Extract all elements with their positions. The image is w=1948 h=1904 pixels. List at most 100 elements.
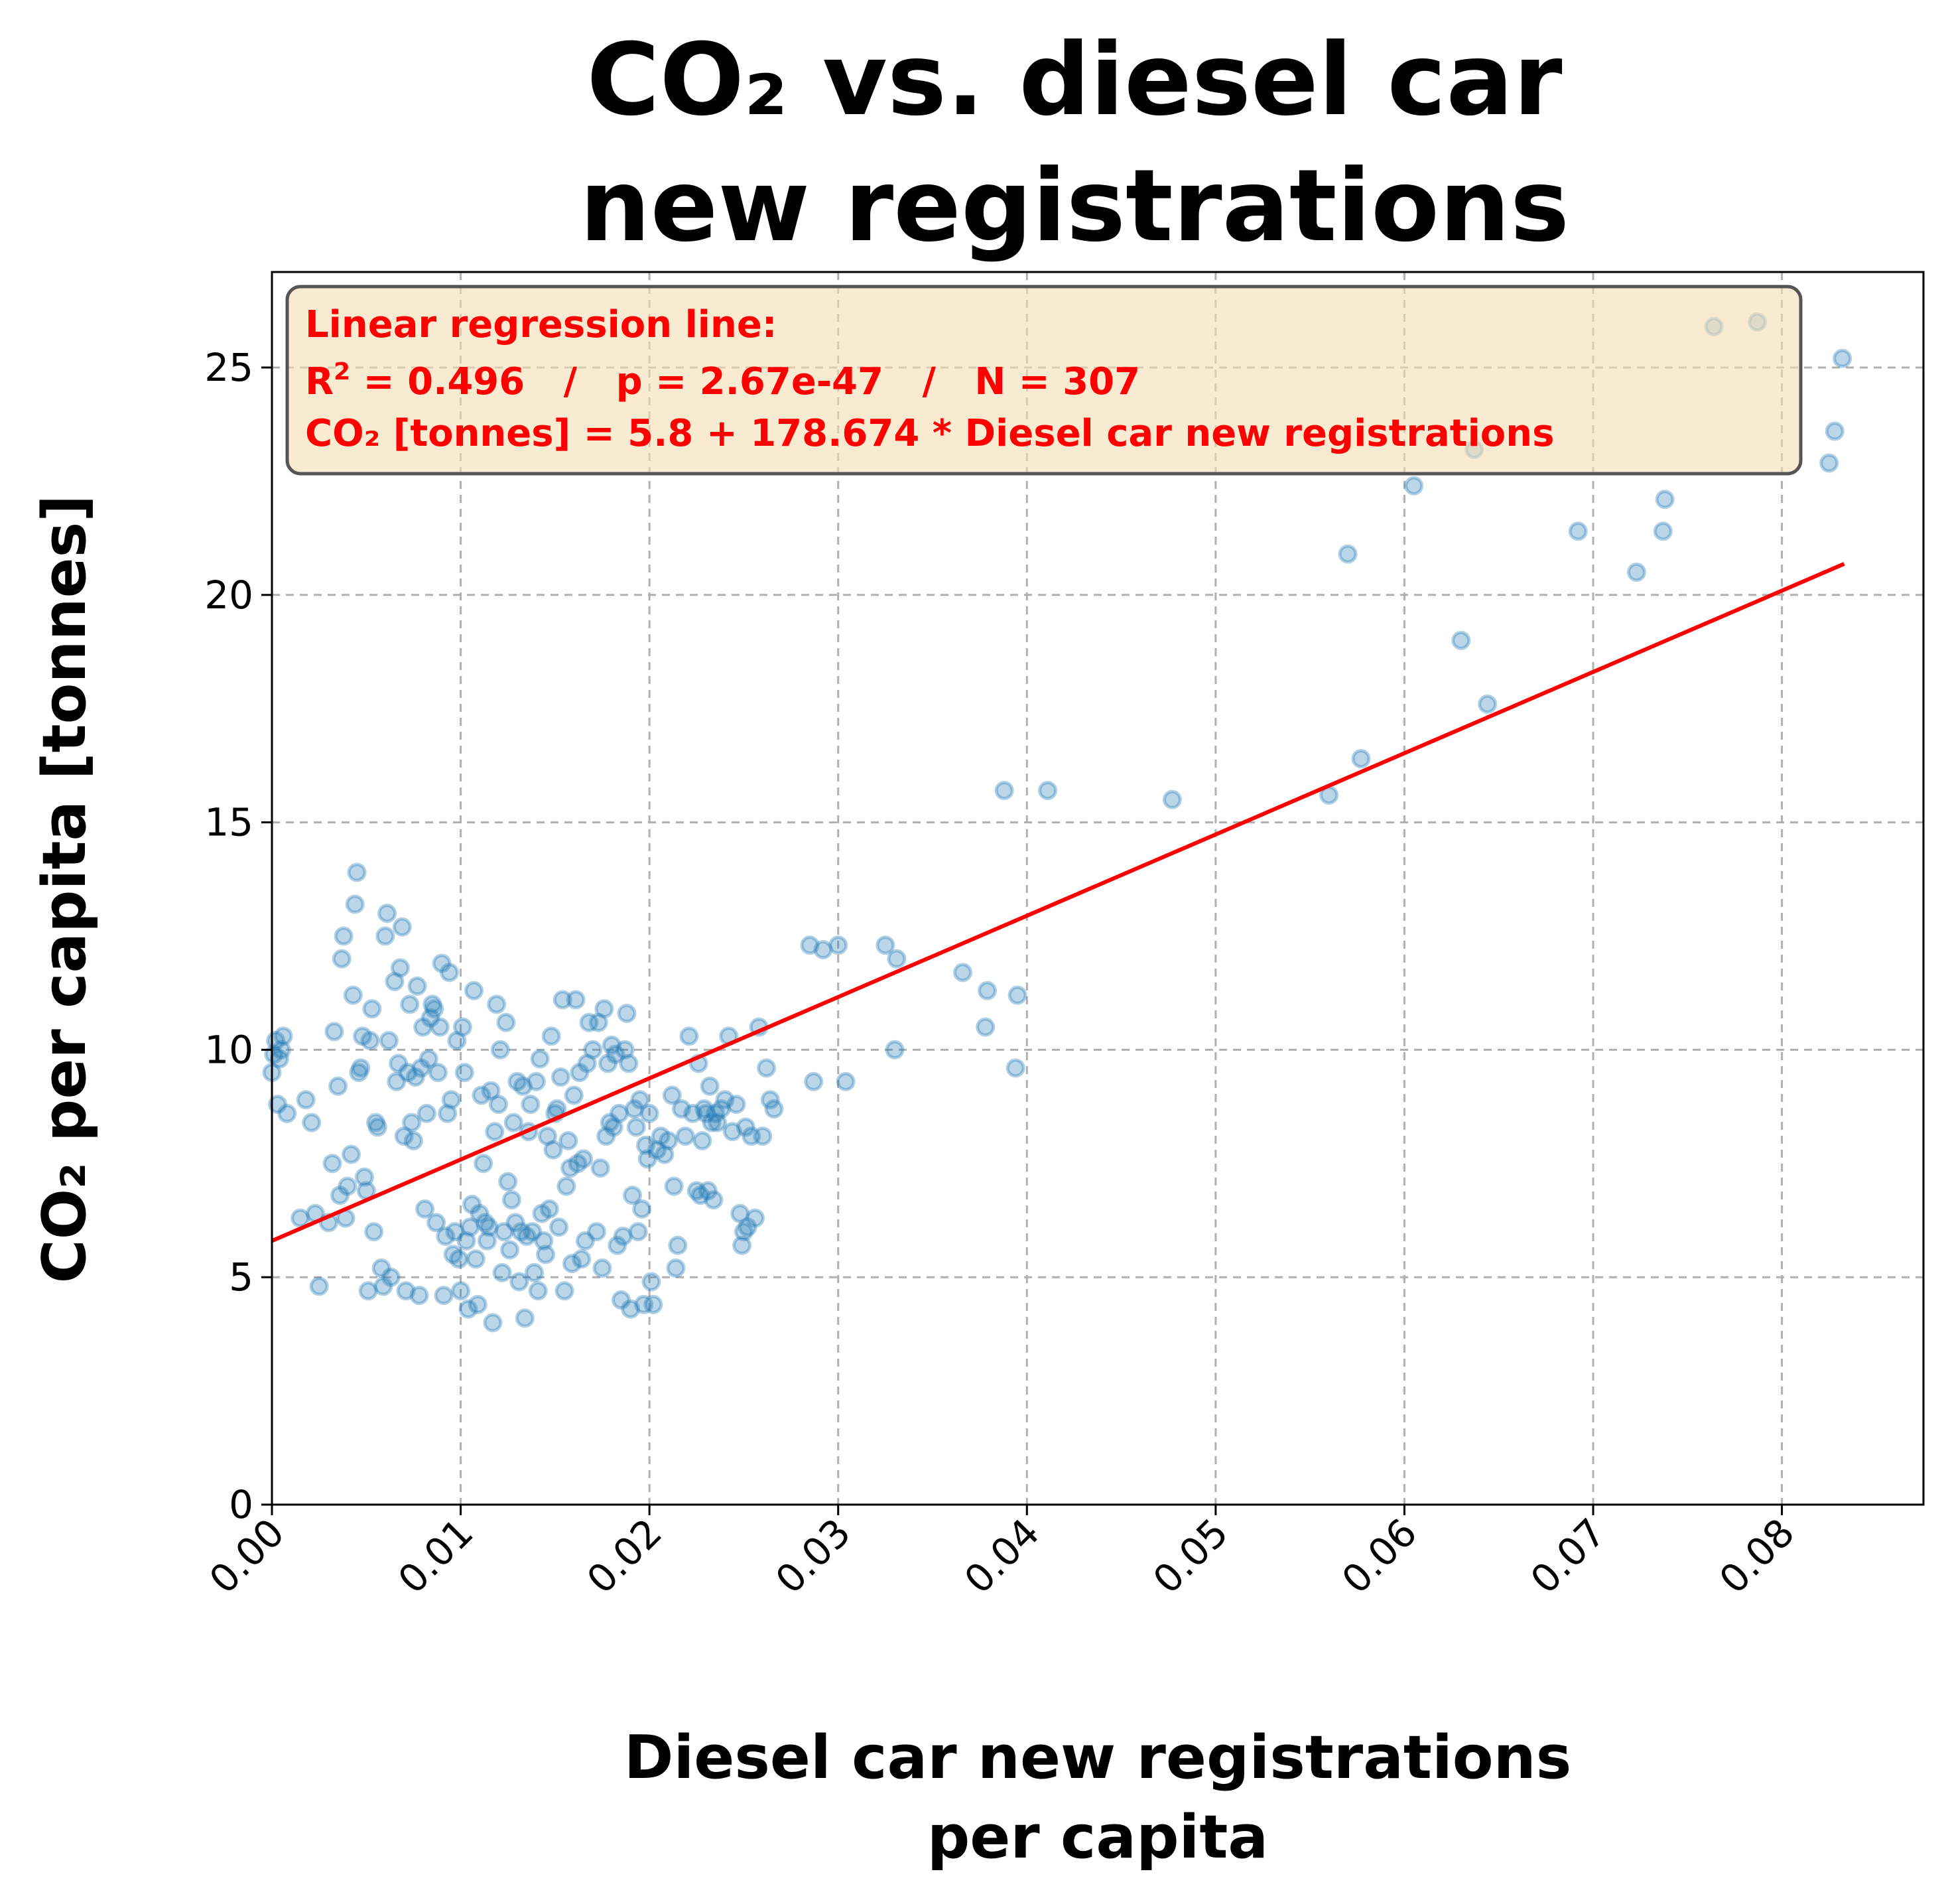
data-point	[686, 1181, 706, 1201]
data-point	[487, 994, 507, 1014]
data-point	[273, 1026, 293, 1046]
data-point	[734, 1222, 753, 1242]
data-point	[362, 999, 382, 1019]
data-point	[577, 1054, 597, 1073]
data-point	[706, 1103, 726, 1123]
data-point	[268, 1095, 288, 1115]
data-point	[662, 1085, 682, 1105]
data-point	[464, 981, 484, 1000]
data-point	[367, 1117, 387, 1137]
data-point	[551, 1067, 570, 1087]
data-point	[628, 1222, 648, 1242]
chart-title-line-1: CO₂ vs. diesel car	[586, 23, 1562, 138]
data-point	[655, 1144, 675, 1164]
data-point	[322, 1154, 342, 1174]
data-point	[1653, 521, 1673, 541]
data-point	[328, 1076, 348, 1096]
annotation-stats: = 0.496 / p = 2.67e-47 / N = 307	[350, 360, 1140, 403]
regression-annotation: Linear regression line: R2 = 0.496 / p =…	[285, 285, 1803, 476]
data-point	[488, 1095, 508, 1115]
data-point	[342, 1144, 361, 1164]
data-point	[411, 1058, 431, 1078]
data-point	[530, 1049, 550, 1069]
annotation-r: R	[305, 360, 334, 403]
data-point	[387, 1071, 407, 1091]
data-point	[407, 976, 427, 996]
data-point	[392, 917, 412, 937]
data-point	[490, 1040, 510, 1059]
data-point	[623, 1186, 643, 1205]
data-point	[698, 1181, 718, 1201]
data-point	[479, 1217, 499, 1237]
data-point	[596, 1126, 616, 1146]
data-point	[271, 1040, 291, 1059]
data-point	[537, 1126, 557, 1146]
data-point	[562, 1254, 582, 1274]
data-point	[588, 1012, 608, 1032]
data-point	[422, 994, 442, 1014]
y-tick-label: 5	[229, 1255, 253, 1300]
data-point	[534, 1231, 554, 1251]
data-point	[570, 1063, 590, 1083]
data-point	[521, 1095, 541, 1115]
data-point	[800, 935, 820, 955]
data-point	[560, 1158, 580, 1178]
data-point	[474, 1154, 493, 1174]
data-point	[1338, 544, 1358, 564]
data-point	[428, 1063, 448, 1083]
data-point	[643, 1294, 663, 1314]
data-point	[574, 1149, 594, 1169]
data-point	[730, 1203, 750, 1223]
data-point	[876, 935, 895, 955]
data-point	[606, 1044, 625, 1064]
data-point	[1568, 521, 1588, 541]
data-point	[836, 1071, 856, 1091]
annotation-line-1: Linear regression line:	[305, 303, 777, 346]
data-point	[753, 1126, 773, 1146]
data-point	[1351, 749, 1371, 769]
data-point	[828, 935, 848, 955]
data-point	[700, 1076, 720, 1096]
annotation-r-superscript: 2	[334, 358, 350, 385]
data-point	[424, 999, 444, 1019]
data-point	[978, 981, 998, 1000]
data-point	[447, 1031, 467, 1051]
data-point	[500, 1240, 520, 1260]
data-point	[732, 1235, 752, 1255]
data-point	[672, 1099, 692, 1119]
data-point	[366, 1113, 386, 1132]
data-point	[494, 1222, 514, 1242]
data-point	[726, 1095, 746, 1115]
data-point	[309, 1276, 329, 1296]
data-point	[526, 1071, 546, 1091]
annotation-line-2: R2 = 0.496 / p = 2.67e-47 / N = 307	[305, 358, 1140, 403]
data-point	[1833, 348, 1852, 368]
data-point	[496, 1012, 516, 1032]
data-point	[1162, 789, 1182, 809]
data-point	[377, 904, 397, 923]
data-point	[409, 1286, 429, 1306]
data-point	[536, 1245, 556, 1264]
data-point	[664, 1176, 684, 1196]
data-point	[434, 1286, 454, 1306]
data-point	[564, 1085, 584, 1105]
data-point	[568, 1154, 588, 1174]
data-point	[572, 1249, 592, 1269]
y-tick-label: 25	[204, 345, 253, 390]
data-point	[451, 1281, 471, 1301]
data-point	[402, 1113, 422, 1132]
data-point	[651, 1126, 671, 1146]
data-point	[994, 781, 1014, 801]
data-point	[441, 1090, 461, 1110]
data-point	[1404, 476, 1424, 496]
data-point	[583, 1040, 603, 1059]
data-point	[389, 1054, 409, 1073]
data-point	[398, 1063, 418, 1083]
data-point	[358, 1281, 378, 1301]
data-point	[1038, 781, 1058, 801]
data-point	[1655, 490, 1675, 510]
data-point	[449, 1249, 469, 1269]
data-point	[976, 1017, 996, 1037]
data-point	[579, 1012, 599, 1032]
data-point	[381, 1267, 401, 1287]
